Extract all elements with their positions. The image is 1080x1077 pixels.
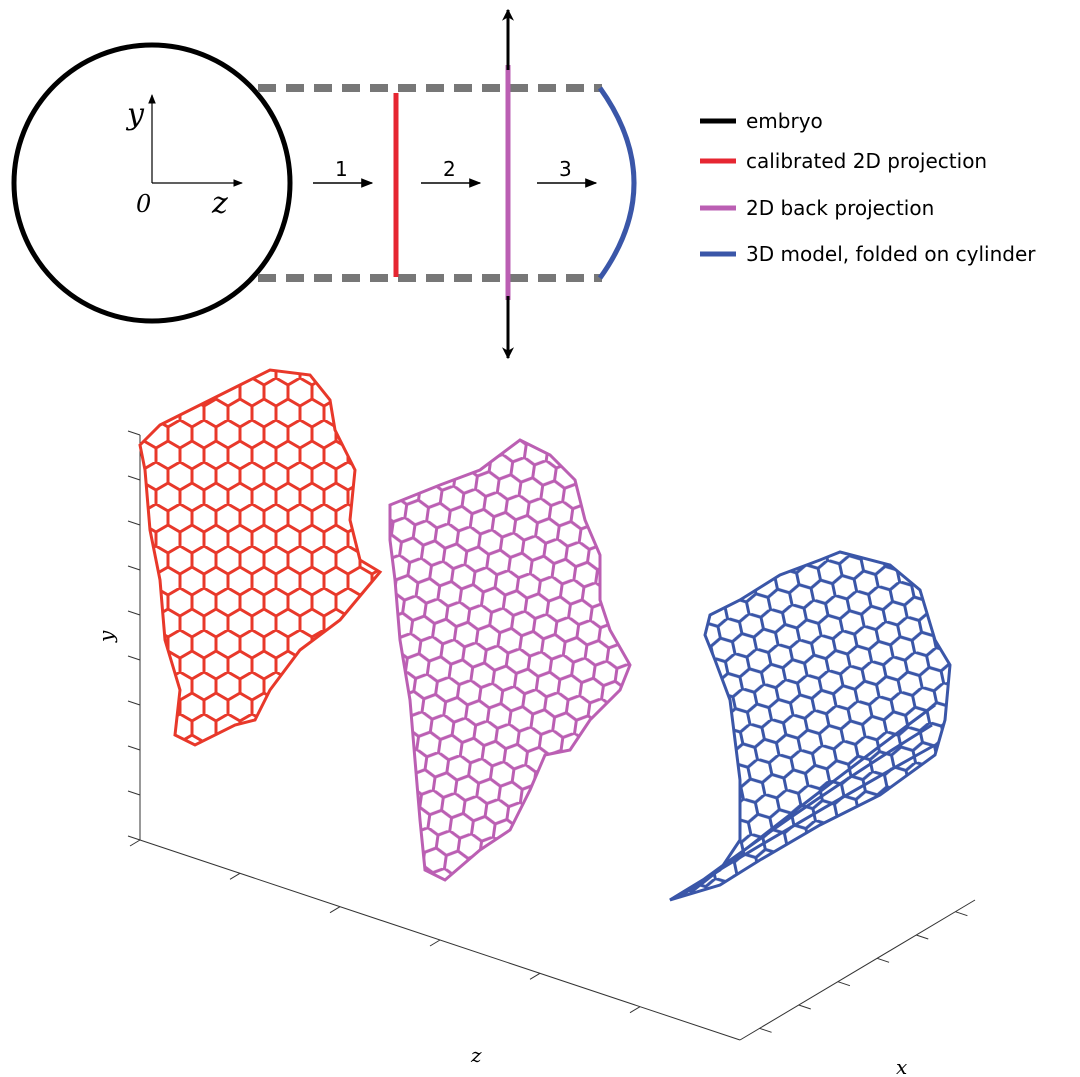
y-axis-label: y <box>94 630 118 643</box>
purple-mesh <box>390 440 630 880</box>
tick <box>530 973 540 979</box>
blue-mesh <box>670 552 950 900</box>
tick <box>760 1028 772 1032</box>
figure: y 0 z 1 2 3 embryo calibrated 2D project… <box>0 0 1080 1077</box>
axis-label: z <box>211 186 228 221</box>
tick <box>128 701 140 705</box>
tick <box>799 1005 811 1009</box>
page: y 0 z 1 2 3 embryo calibrated 2D project… <box>0 0 1080 1077</box>
tick <box>230 873 240 879</box>
z-axis-label: z <box>470 1043 482 1067</box>
step-label: 2 <box>443 157 456 181</box>
step-label: 3 <box>559 157 572 181</box>
axis-label: 0 <box>136 190 151 218</box>
red-mesh <box>140 370 380 745</box>
tick <box>955 912 967 916</box>
tick <box>130 840 140 846</box>
legend-label: calibrated 2D projection <box>746 149 987 173</box>
tick <box>630 1007 640 1013</box>
legend: embryo calibrated 2D projection 2D back … <box>700 109 1036 266</box>
tick <box>838 982 850 986</box>
tick <box>128 521 140 525</box>
tick <box>128 746 140 750</box>
tick <box>877 958 889 962</box>
x-axis-label: x <box>896 1055 907 1077</box>
tick <box>128 611 140 615</box>
schematic: y 0 z 1 2 3 <box>14 10 634 358</box>
legend-label: 2D back projection <box>746 196 934 220</box>
tick <box>916 935 928 939</box>
tick <box>128 656 140 660</box>
tick <box>430 940 440 946</box>
step-label: 1 <box>335 157 348 181</box>
tick <box>128 431 140 435</box>
tick <box>330 907 340 913</box>
cylinder-arc <box>600 88 634 278</box>
legend-label: 3D model, folded on cylinder <box>746 242 1036 266</box>
tick <box>128 791 140 795</box>
axis-label: y <box>125 97 145 132</box>
tick <box>128 476 140 480</box>
tick <box>128 836 140 840</box>
legend-label: embryo <box>746 109 823 133</box>
tick <box>128 566 140 570</box>
